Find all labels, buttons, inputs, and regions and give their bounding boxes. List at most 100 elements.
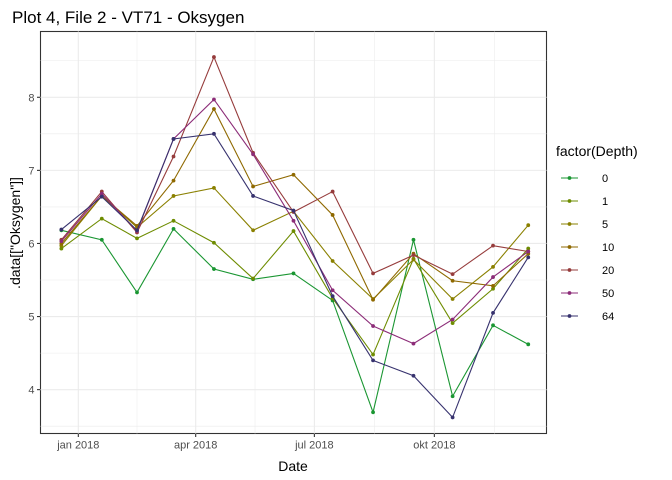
data-point <box>450 297 455 301</box>
data-point <box>526 246 531 251</box>
data-point <box>330 189 335 194</box>
data-point <box>251 152 255 157</box>
data-point <box>450 317 455 322</box>
data-point <box>491 264 495 269</box>
legend-label: 0 <box>602 173 608 185</box>
data-point <box>291 271 296 276</box>
data-point <box>526 223 531 228</box>
data-point <box>171 137 176 141</box>
data-point <box>99 237 104 242</box>
data-point <box>135 228 139 233</box>
series-lines <box>59 55 531 420</box>
legend-key-point <box>567 314 572 318</box>
legend-title: factor(Depth) <box>556 143 638 159</box>
data-point <box>212 97 216 102</box>
data-point <box>450 272 455 277</box>
chart-title: Plot 4, File 2 - VT71 - Oksygen <box>12 8 244 27</box>
data-point <box>491 275 495 279</box>
x-tick-label: jul 2018 <box>294 440 334 452</box>
data-point <box>491 311 495 315</box>
data-point <box>411 257 416 262</box>
data-point <box>330 213 335 217</box>
data-point <box>371 297 375 302</box>
data-point <box>99 216 104 221</box>
y-tick-label: 6 <box>28 238 34 250</box>
data-point <box>450 415 455 420</box>
data-point <box>526 342 531 347</box>
data-point <box>491 323 495 328</box>
data-point <box>330 294 335 298</box>
legend-key-point <box>567 291 572 295</box>
data-point <box>371 324 375 328</box>
data-point <box>212 240 216 245</box>
data-point <box>491 243 495 248</box>
x-tick-label: jan 2018 <box>56 440 99 452</box>
y-tick-label: 7 <box>28 165 34 177</box>
data-point <box>371 410 375 415</box>
grid-lines <box>40 31 547 434</box>
y-tick-label: 5 <box>28 312 34 324</box>
data-point <box>171 194 176 198</box>
legend-key-point <box>567 268 572 272</box>
legend-label: 5 <box>602 219 608 231</box>
data-point <box>291 229 296 233</box>
data-point <box>411 341 416 346</box>
data-point <box>450 278 455 283</box>
y-tick-label: 4 <box>28 385 34 397</box>
legend-key-point <box>567 176 572 180</box>
legend-item-5: 5 <box>561 219 608 231</box>
data-point <box>491 286 495 291</box>
x-tick-label: apr 2018 <box>174 440 217 452</box>
x-tick-label: okt 2018 <box>413 440 455 452</box>
data-point <box>450 394 455 399</box>
legend-label: 1 <box>602 196 608 208</box>
data-point <box>135 290 139 295</box>
data-point <box>251 228 255 233</box>
data-point <box>212 107 216 111</box>
data-point <box>251 276 255 281</box>
data-point <box>212 267 216 271</box>
data-point <box>371 271 375 276</box>
data-point <box>526 249 531 254</box>
legend-item-50: 50 <box>561 288 614 300</box>
data-point <box>291 208 296 213</box>
data-point <box>171 178 176 183</box>
data-point <box>59 227 64 232</box>
data-point <box>59 246 64 251</box>
legend-label: 20 <box>602 265 614 277</box>
data-point <box>59 239 64 244</box>
legend-item-20: 20 <box>561 265 614 277</box>
data-point <box>251 194 255 198</box>
data-point <box>450 321 455 326</box>
legend-item-64: 64 <box>561 311 614 323</box>
x-axis-title: Date <box>278 458 308 474</box>
axis-ticks: jan 2018 apr 2018 jul 2018 okt 2018 4 5 6 7 8 <box>28 92 455 451</box>
data-point <box>212 55 216 59</box>
legend: factor(Depth) 0 1 5 10 20 50 64 <box>556 143 638 323</box>
data-point <box>99 194 104 199</box>
data-point <box>411 237 416 242</box>
legend-key-point <box>567 222 572 226</box>
legend-label: 50 <box>602 288 614 300</box>
data-point <box>99 191 104 196</box>
data-point <box>171 154 176 159</box>
data-point <box>526 255 531 260</box>
data-point <box>251 184 255 189</box>
y-tick-label: 8 <box>28 92 34 104</box>
legend-label: 10 <box>602 242 614 254</box>
y-axis-title: .data[["Oksygen"]] <box>7 177 23 289</box>
data-point <box>411 373 416 378</box>
legend-label: 64 <box>602 311 614 323</box>
legend-item-0: 0 <box>561 173 608 185</box>
data-point <box>291 218 296 223</box>
legend-item-1: 1 <box>561 196 608 208</box>
legend-key-point <box>567 199 572 203</box>
series-1 <box>59 216 531 357</box>
data-point <box>135 236 139 241</box>
data-point <box>171 226 176 231</box>
legend-key-point <box>567 245 572 249</box>
data-point <box>212 186 216 190</box>
data-point <box>171 218 176 223</box>
data-point <box>411 253 416 258</box>
